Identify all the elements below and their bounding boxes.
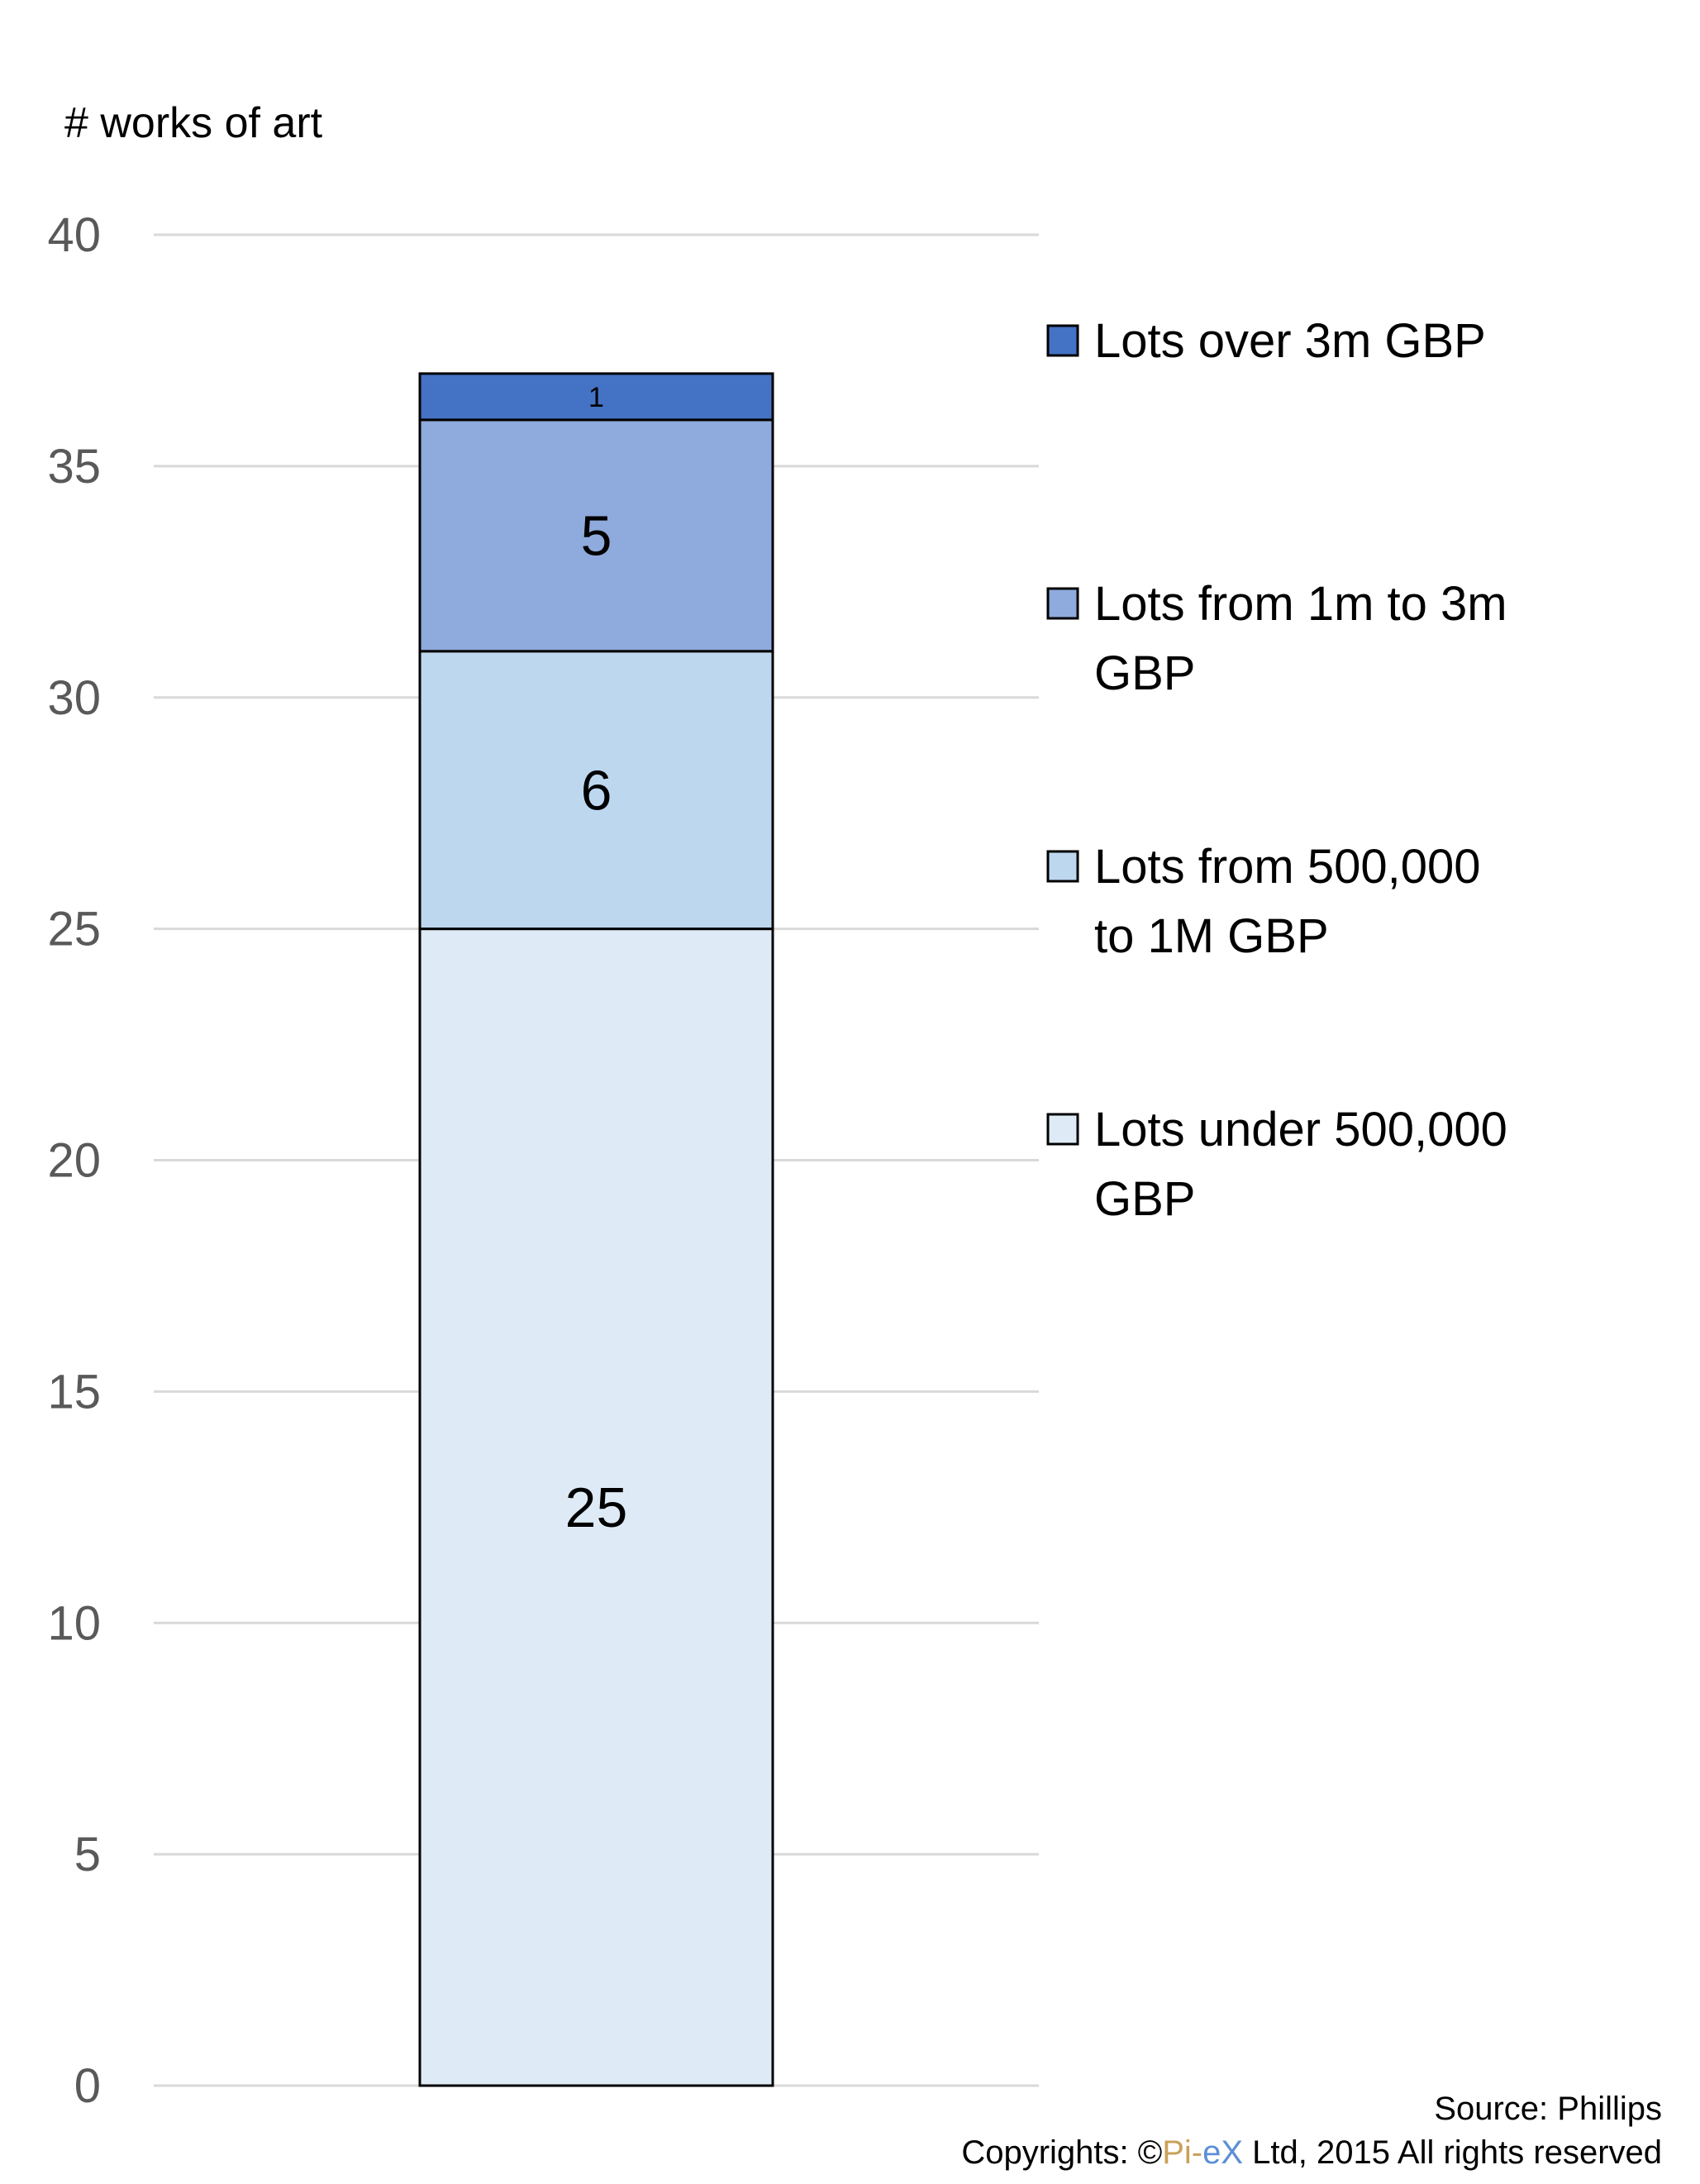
legend-label-1: Lots over 3m GBP <box>1094 314 1486 368</box>
bar-segments <box>418 372 774 2087</box>
y-tick-label-40: 40 <box>47 208 101 262</box>
brand-ex: eX <box>1202 2134 1243 2171</box>
data-label-4: 1 <box>588 382 604 413</box>
data-labels: 25 6 5 1 <box>565 382 628 1539</box>
y-tick-label-30: 30 <box>47 671 101 725</box>
y-tick-label-10: 10 <box>47 1596 101 1650</box>
data-label-1: 25 <box>565 1476 628 1539</box>
copyright-suffix: Ltd, 2015 All rights reserved <box>1243 2134 1662 2171</box>
bar-segment-1 <box>418 927 774 2087</box>
y-tick-label-0: 0 <box>74 2059 101 2113</box>
legend-label-line: Lots over 3m GBP <box>1094 314 1486 368</box>
legend-label-line: GBP <box>1094 1172 1196 1226</box>
y-tick-label-15: 15 <box>47 1365 101 1419</box>
data-label-2: 6 <box>581 760 612 823</box>
data-label-3: 5 <box>581 505 612 568</box>
bar-segment-2 <box>418 650 774 931</box>
y-axis-title: # works of art <box>64 99 323 147</box>
legend-swatch-3 <box>1046 850 1079 883</box>
brand-pi: Pi <box>1162 2134 1192 2171</box>
legend-label-line: Lots under 500,000 <box>1094 1103 1507 1156</box>
legend-swatch-4 <box>1046 1113 1079 1146</box>
y-tick-label-25: 25 <box>47 903 101 956</box>
legend-swatch-2 <box>1046 587 1079 620</box>
legend-label-4: Lots under 500,000 GBP <box>1094 1103 1507 1226</box>
bar-segment-4 <box>418 372 774 422</box>
legend-label-line: GBP <box>1094 646 1196 700</box>
bar-segment-3 <box>418 418 774 653</box>
legend-swatch-1 <box>1046 324 1079 357</box>
source-note: Source: Phillips <box>1434 2091 1662 2127</box>
y-tick-label-20: 20 <box>47 1134 101 1188</box>
brand-dash: - <box>1192 2134 1202 2171</box>
y-tick-label-35: 35 <box>47 440 101 494</box>
legend-label-line: Lots from 500,000 <box>1094 840 1481 894</box>
legend-label-2: Lots from 1m to 3m GBP <box>1094 577 1507 700</box>
copyright-prefix: Copyrights: © <box>961 2134 1162 2171</box>
legend-label-line: to 1M GBP <box>1094 909 1329 963</box>
copyright-note: Copyrights: ©Pi-eX Ltd, 2015 All rights … <box>961 2134 1662 2171</box>
legend-label-3: Lots from 500,000 to 1M GBP <box>1094 840 1481 963</box>
y-axis-ticks: 0 5 10 15 20 25 30 35 40 <box>47 208 101 2113</box>
y-tick-label-5: 5 <box>74 1828 101 1881</box>
legend-label-line: Lots from 1m to 3m <box>1094 577 1507 631</box>
